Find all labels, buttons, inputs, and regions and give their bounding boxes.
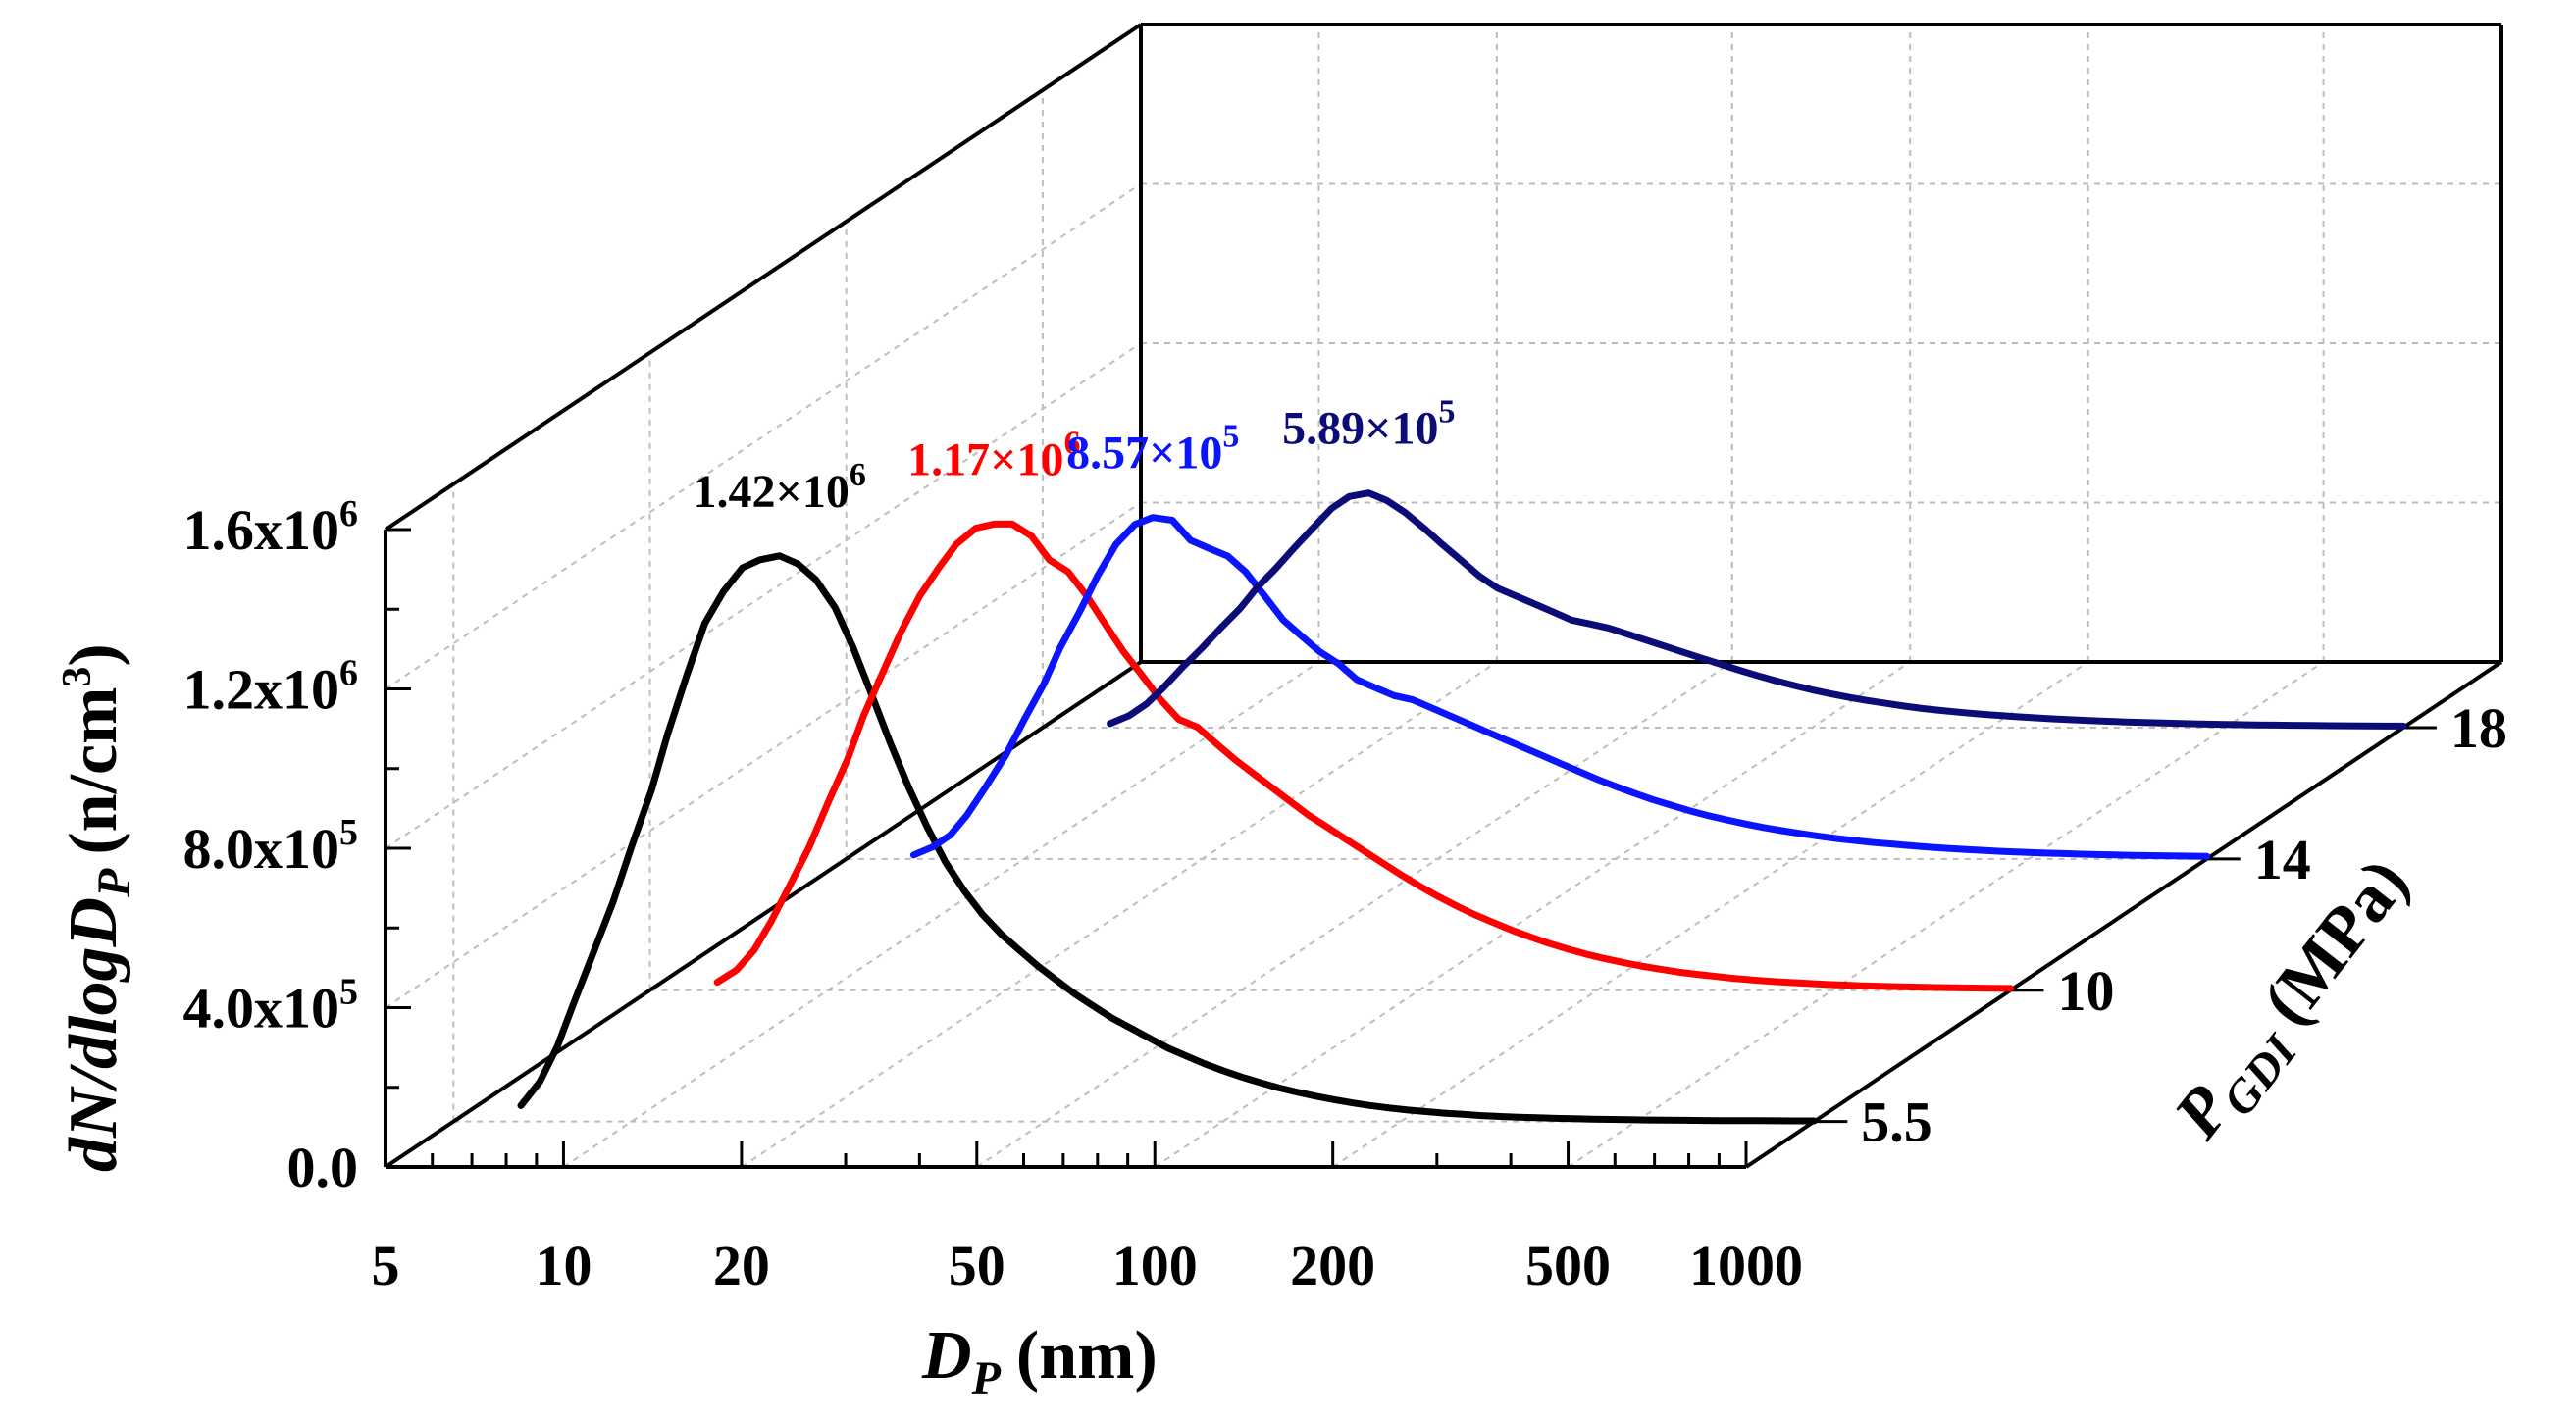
- axes: [384, 23, 2503, 1169]
- peak-label-14: 8.57×105: [1066, 419, 1239, 480]
- x-axis-title-unit: (nm): [1016, 1318, 1158, 1394]
- x-tick-label-500: 500: [1525, 1234, 1611, 1297]
- y-tick-label-4: 1.6x106: [183, 493, 359, 562]
- y-tick-label-3: 1.2x106: [183, 653, 359, 722]
- peak-label-exp: 6: [850, 457, 866, 493]
- peak-label-base: 1.17×10: [907, 433, 1063, 485]
- floor-grid-x-5: [1332, 661, 2089, 1168]
- peak-label-base: 5.89×10: [1282, 403, 1438, 455]
- floor-grid-x-2: [741, 661, 1498, 1168]
- wall-grid-y-3: [385, 182, 1142, 690]
- y-axis-title: dN/dlogDP (n/cm3): [55, 643, 140, 1172]
- x-tick-label-1000: 1000: [1689, 1234, 1803, 1297]
- x-axis-title-main: D: [921, 1318, 972, 1394]
- y-axis-title-unit: (n/cm: [56, 687, 131, 855]
- peak-label-5.5: 1.42×106: [694, 457, 866, 518]
- peak-label-18: 5.89×105: [1282, 394, 1455, 455]
- y-tick-label-0: 0.0: [287, 1136, 359, 1199]
- left-depth-bottom: [384, 660, 1143, 1169]
- series-line-14: [909, 514, 2211, 860]
- z-tick-label-5.5: 5.5: [1861, 1090, 1932, 1154]
- peak-label-10: 1.17×106: [907, 425, 1080, 485]
- floor-grid-x-4: [1154, 661, 1911, 1168]
- y-tick-label-2: 8.0x105: [183, 812, 359, 881]
- left-depth-top: [384, 23, 1143, 532]
- floor-grid-x-6: [1567, 661, 2325, 1168]
- y-tick-label-base: 0.0: [287, 1136, 359, 1199]
- floor-grid-x-3: [976, 661, 1733, 1168]
- tick-labels: 5 10 20 50 100 200 500 10000.04.0x1058.0x1051.2…: [183, 394, 2507, 1297]
- x-tick-label-100: 100: [1112, 1234, 1198, 1297]
- y-tick-label-exp: 5: [339, 972, 358, 1013]
- series-line-10: [713, 520, 2014, 992]
- peak-label-exp: 6: [1064, 425, 1081, 461]
- y-tick-label-base: 4.0x10: [183, 977, 340, 1040]
- z-axis-title: PGDI(MPa): [2159, 845, 2432, 1160]
- x-axis-title: DP (nm): [921, 1318, 1158, 1404]
- x-tick-label-200: 200: [1290, 1234, 1375, 1297]
- peak-label-exp: 5: [1438, 394, 1455, 431]
- peak-label-base: 8.57×10: [1066, 428, 1222, 480]
- y-tick-label-1: 4.0x105: [183, 972, 359, 1040]
- peak-label-base: 1.42×10: [694, 466, 850, 518]
- x-tick-label-10: 10: [535, 1234, 592, 1297]
- y-axis-title-main: dN/dlogD: [56, 897, 131, 1172]
- z-tick-label-10: 10: [2058, 959, 2115, 1023]
- y-axis-title-unit-close: ): [56, 643, 131, 666]
- wall-grid-y-1: [385, 501, 1142, 1009]
- series-line-5.5: [517, 552, 1818, 1125]
- right-depth-axis: [1744, 660, 2503, 1169]
- x-tick-label-50: 50: [949, 1234, 1005, 1297]
- x-tick-label-20: 20: [713, 1234, 770, 1297]
- y-tick-label-exp: 6: [339, 653, 358, 694]
- wall-grid-y-2: [385, 342, 1142, 849]
- series-lines: [517, 489, 2407, 1125]
- peak-label-exp: 5: [1222, 419, 1239, 455]
- series-line-18: [1107, 489, 2407, 730]
- y-tick-label-exp: 6: [339, 493, 358, 534]
- z-tick-label-14: 14: [2254, 828, 2311, 891]
- y-tick-label-base: 8.0x10: [183, 817, 340, 881]
- y-tick-label-exp: 5: [339, 812, 358, 853]
- z-tick-label-18: 18: [2450, 696, 2507, 760]
- x-axis-title-sub: P: [971, 1352, 1002, 1404]
- x-tick-label-5: 5: [372, 1234, 400, 1297]
- y-tick-label-base: 1.2x10: [183, 658, 340, 722]
- y-axis-title-unit-sup: 3: [55, 667, 100, 687]
- grid-lines: [385, 24, 2502, 1168]
- y-tick-label-base: 1.6x10: [183, 498, 340, 562]
- floor-grid-x-1: [562, 661, 1320, 1168]
- y-axis-title-sub: P: [88, 868, 140, 898]
